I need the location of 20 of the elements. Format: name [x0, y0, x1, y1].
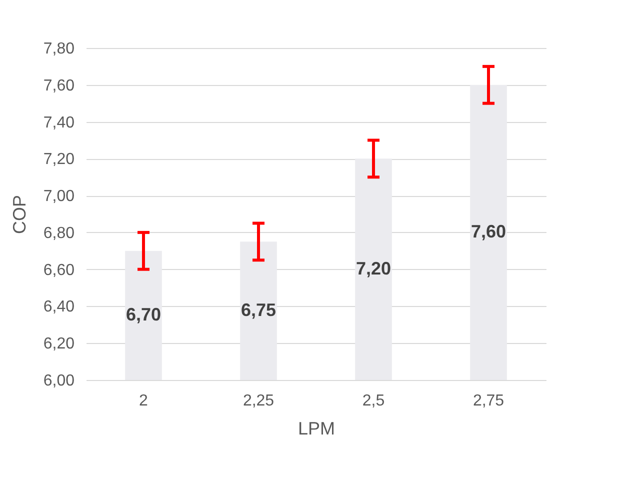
y-tick-label: 7,80 — [43, 40, 75, 58]
y-tick-label: 7,20 — [43, 151, 75, 168]
y-tick-label: 7,00 — [43, 188, 75, 206]
y-tick-label: 6,60 — [43, 262, 75, 279]
x-tick-label: 2,5 — [362, 392, 385, 410]
y-tick-label: 6,40 — [43, 298, 75, 316]
data-label: 6,75 — [240, 300, 276, 320]
y-tick-label: 6,80 — [43, 224, 75, 242]
x-axis-title: LPM — [298, 418, 336, 438]
x-tick-label: 2,75 — [472, 392, 504, 410]
y-tick-label: 7,40 — [43, 114, 75, 132]
y-tick-label: 6,00 — [43, 372, 75, 390]
x-tick-label: 2,25 — [242, 392, 274, 410]
data-label: 7,60 — [470, 221, 506, 242]
y-axis-title: COP — [9, 194, 30, 234]
y-tick-label: 7,60 — [43, 77, 75, 94]
y-tick-label: 6,20 — [43, 336, 75, 353]
x-tick-label: 2 — [139, 392, 148, 410]
data-label: 7,20 — [356, 258, 392, 278]
data-label: 6,70 — [126, 304, 162, 324]
